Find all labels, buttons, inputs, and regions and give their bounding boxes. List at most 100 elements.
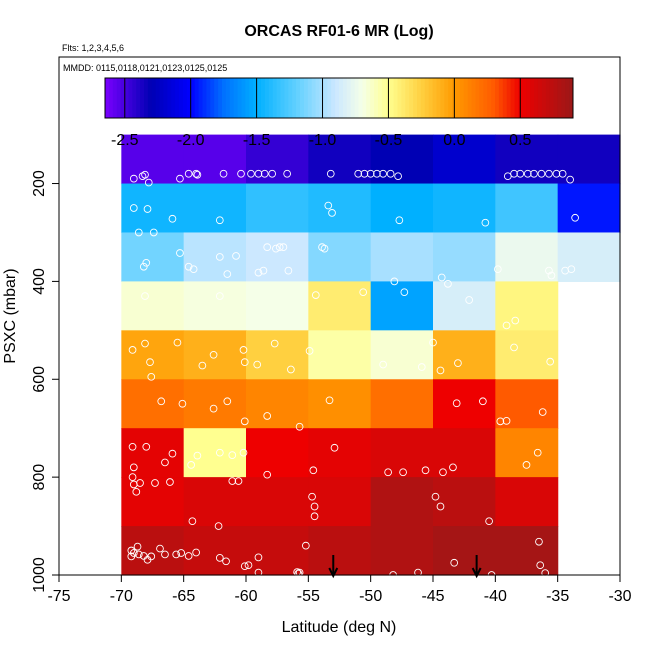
- x-tick-label: -70: [110, 588, 133, 605]
- colorbar-segment: [331, 78, 336, 118]
- heatmap-cell: [183, 526, 247, 576]
- x-tick-label: -55: [297, 588, 320, 605]
- sample-point: [399, 468, 407, 477]
- sample-point: [429, 338, 437, 347]
- x-axis: -75 -70 -65 -60 -55 -50 -45 -40 -35 -30: [47, 574, 632, 605]
- sample-point: [223, 397, 232, 406]
- colorbar-segment: [159, 78, 164, 118]
- sample-point: [263, 412, 272, 420]
- sample-point: [510, 343, 518, 352]
- x-tick-label: -40: [484, 588, 507, 605]
- colorbar-segment: [557, 78, 562, 118]
- sample-point: [437, 273, 446, 282]
- heatmap-cell: [370, 134, 434, 185]
- sample-point: [141, 170, 149, 179]
- colorbar-segment: [448, 78, 453, 118]
- sample-point: [129, 463, 138, 472]
- colorbar-segment: [397, 78, 402, 118]
- colorbar-segment: [502, 78, 508, 118]
- colorbar-tick-label: -2.5: [111, 132, 139, 149]
- colorbar-segment: [350, 78, 356, 118]
- sample-point: [198, 361, 207, 370]
- down-arrow-icon: [471, 555, 482, 579]
- sample-point: [188, 517, 197, 526]
- heatmap-cell: [557, 232, 621, 282]
- heatmap-cell: [121, 330, 185, 380]
- sample-point: [552, 169, 561, 178]
- colorbar-segment: [541, 78, 547, 118]
- colorbar-segment: [459, 78, 465, 118]
- heatmap-cell: [308, 477, 372, 527]
- sample-point: [545, 169, 553, 178]
- colorbar-segment: [467, 78, 473, 118]
- sample-point: [354, 169, 363, 178]
- colorbar-segment: [393, 78, 398, 118]
- heatmap-cell: [433, 428, 496, 478]
- colorbar-segment: [381, 78, 387, 118]
- colorbar-segment: [389, 78, 395, 118]
- heatmap-cell: [308, 428, 372, 478]
- colorbar-segment: [417, 78, 422, 118]
- heatmap-cell: [433, 232, 496, 282]
- sample-point: [133, 542, 142, 551]
- colorbar-segment: [264, 78, 270, 118]
- colorbar-segment: [225, 78, 231, 118]
- sample-point: [259, 266, 268, 275]
- sample-point: [309, 466, 318, 475]
- colorbar-segment: [436, 78, 441, 118]
- sample-point: [129, 204, 138, 212]
- heatmap-cell: [433, 526, 496, 576]
- sample-point: [493, 265, 502, 274]
- sample-point: [128, 346, 137, 354]
- colorbar-segment: [229, 78, 235, 118]
- sample-point: [214, 522, 223, 530]
- sample-point: [184, 552, 193, 560]
- colorbar-segment: [424, 78, 430, 118]
- sample-point: [522, 461, 531, 469]
- sample-point: [386, 169, 395, 178]
- sample-point: [209, 350, 218, 359]
- heatmap-cell: [495, 428, 559, 478]
- x-tick-label: -45: [421, 588, 444, 605]
- sample-point: [373, 169, 381, 178]
- heatmap-cell: [308, 526, 372, 576]
- sample-point: [144, 178, 153, 187]
- colorbar-segment: [186, 78, 192, 118]
- heatmap-cell: [370, 428, 434, 478]
- sample-point: [254, 553, 263, 562]
- sample-point: [219, 169, 228, 178]
- sample-point: [129, 549, 138, 557]
- colorbar-segment: [565, 78, 570, 118]
- sample-point: [143, 205, 152, 213]
- sample-point: [141, 292, 149, 300]
- sample-point: [132, 487, 141, 496]
- colorbar-segment: [303, 78, 309, 118]
- down-arrow-icon: [328, 555, 339, 579]
- sample-point: [328, 209, 336, 217]
- heatmap-cell: [183, 379, 247, 429]
- sample-point: [215, 292, 224, 300]
- sample-point: [192, 548, 200, 557]
- sample-point: [215, 554, 224, 562]
- sample-point: [567, 265, 576, 274]
- sample-point: [571, 213, 579, 222]
- x-axis-label: Latitude (deg N): [282, 619, 397, 636]
- sample-point: [479, 397, 487, 406]
- sample-point: [157, 397, 166, 406]
- colorbar-segment: [534, 78, 539, 118]
- sample-point: [283, 169, 291, 178]
- heatmap-cell: [183, 330, 247, 380]
- sample-point: [189, 265, 198, 274]
- sample-point: [260, 169, 269, 178]
- colorbar-segment: [463, 78, 469, 118]
- colorbar-segment: [151, 78, 157, 118]
- sample-point: [247, 169, 255, 178]
- heatmap-cell: [433, 477, 496, 527]
- colorbar-segment: [444, 78, 449, 118]
- sample-point: [232, 252, 240, 260]
- colorbar-segment: [409, 78, 414, 118]
- sample-point: [465, 296, 474, 304]
- colorbar-segment: [261, 78, 266, 118]
- colorbar-segment: [342, 78, 348, 118]
